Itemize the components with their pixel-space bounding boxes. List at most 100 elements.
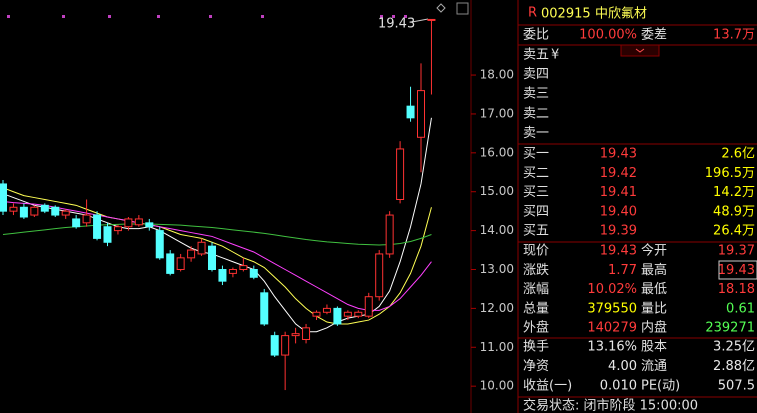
- candle-body: [270, 335, 279, 356]
- stat-value: 0.61: [726, 301, 755, 316]
- candle-body: [354, 311, 363, 317]
- trade-status: 交易状态: 闭市阶段 15:00:00: [523, 398, 698, 413]
- stat-label: 涨幅: [523, 282, 549, 297]
- candle-body: [82, 214, 91, 224]
- stat-label: 涨跌: [523, 262, 549, 278]
- y-tick-label: 12.00: [480, 301, 514, 315]
- candle-body: [364, 296, 373, 317]
- sell-label: 卖二: [523, 106, 549, 121]
- candle-body: [239, 265, 248, 271]
- candle-body: [291, 333, 300, 337]
- buy-price: 19.41: [600, 185, 637, 200]
- diamond-icon: [436, 3, 446, 13]
- buy-label: 买五: [523, 224, 549, 239]
- sell-label: 卖一: [523, 126, 549, 141]
- candle-body: [124, 218, 133, 228]
- stock-code: 002915: [541, 7, 591, 22]
- window-button[interactable]: [456, 2, 469, 15]
- candle-body: [343, 311, 352, 317]
- stat-value: 19.43: [718, 263, 755, 278]
- sell-label: 卖三: [523, 87, 549, 102]
- stat-label: 净资: [523, 359, 549, 374]
- candle-body: [197, 241, 206, 255]
- y-tick-label: 14.00: [480, 223, 514, 237]
- quote-panel: R 002915 中欣氟材 委比 100.00% 委差 13.7万 ¥ 卖五卖四…: [518, 6, 757, 413]
- candle-body: [260, 292, 269, 325]
- candle-body: [176, 257, 185, 271]
- stat-label: 换手: [523, 340, 549, 355]
- candle-body: [312, 311, 321, 317]
- sell-label: 卖四: [523, 67, 549, 82]
- expand-button[interactable]: [620, 44, 660, 57]
- candle-body: [72, 218, 81, 228]
- high-box: [718, 260, 757, 280]
- candle-body: [396, 148, 405, 200]
- candle-body: [417, 90, 425, 138]
- buy-label: 买二: [523, 166, 549, 181]
- candle-body: [302, 327, 311, 341]
- candle-body: [93, 214, 102, 239]
- y-tick-label: 10.00: [480, 379, 514, 393]
- stat-value: 1.77: [608, 263, 637, 278]
- high-label: 19.43: [378, 17, 415, 32]
- candle-body: [166, 253, 175, 274]
- badge: R: [528, 6, 537, 21]
- stat-value: 379550: [587, 301, 637, 316]
- stat-value: 19.37: [718, 244, 755, 259]
- candle-body: [333, 307, 342, 325]
- buy-volume: 48.9万: [713, 204, 755, 219]
- buy-price: 19.40: [600, 204, 637, 219]
- buy-label: 买三: [523, 185, 549, 200]
- candle-body: [218, 269, 227, 282]
- stat-label: 收益(一): [523, 379, 572, 394]
- sell-label: 卖五: [523, 48, 549, 63]
- stat-value: 2.88亿: [713, 359, 755, 374]
- moving-average: [2, 200, 432, 311]
- stat-value: 18.18: [718, 282, 755, 297]
- stat-label: 股本: [641, 340, 667, 355]
- stat-label: 内盘: [641, 320, 667, 336]
- candle-body: [208, 245, 216, 271]
- candle-body: [375, 253, 384, 298]
- stat-label: 外盘: [523, 320, 549, 336]
- stat-label: 总量: [523, 301, 549, 316]
- candle-body: [249, 269, 258, 278]
- stat-label: 量比: [641, 301, 667, 316]
- moving-average: [2, 187, 432, 325]
- chevron: [635, 48, 645, 53]
- stat-value: 10.02%: [587, 282, 637, 297]
- stat-label: PE(动): [641, 379, 680, 394]
- buy-volume: 14.2万: [713, 185, 755, 200]
- buy-price: 19.39: [600, 224, 637, 239]
- candle-body: [406, 105, 415, 119]
- candle-body: [385, 214, 394, 255]
- stat-value: 19.43: [600, 244, 637, 259]
- stat-label: 最高: [641, 262, 667, 278]
- y-tick-label: 16.00: [480, 145, 514, 159]
- stat-label: 今开: [641, 243, 667, 259]
- stat-value: 3.25亿: [713, 340, 755, 355]
- candle-body: [322, 307, 331, 313]
- ratio-value: 100.00%: [579, 28, 637, 43]
- diff-value: 13.7万: [713, 28, 755, 43]
- buy-price: 19.43: [600, 147, 637, 162]
- y-tick-label: 11.00: [480, 340, 514, 354]
- candle-body: [187, 249, 196, 259]
- stat-value: 140279: [587, 321, 637, 336]
- candle-body: [103, 226, 112, 243]
- stat-value: 239271: [705, 321, 755, 336]
- candle-body: [427, 18, 436, 21]
- candle-body: [61, 210, 70, 216]
- stat-label: 流通: [641, 359, 667, 374]
- buy-label: 买四: [523, 204, 549, 219]
- buy-volume: 26.4万: [713, 224, 755, 239]
- stat-value: 13.16%: [587, 340, 637, 355]
- buy-volume: 2.6亿: [721, 147, 755, 162]
- buy-volume: 196.5万: [705, 166, 755, 181]
- buy-price: 19.42: [600, 166, 637, 181]
- stat-value: 507.5: [718, 379, 755, 394]
- stat-value: 4.00: [608, 359, 637, 374]
- candle-body: [145, 222, 154, 228]
